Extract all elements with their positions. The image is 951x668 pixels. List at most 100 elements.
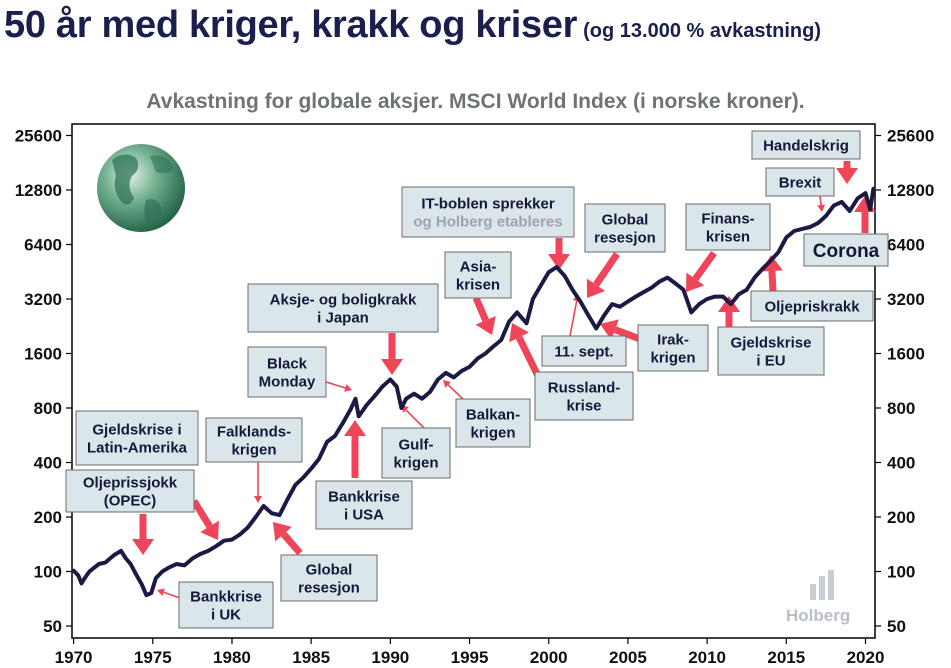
data-point (97, 562, 101, 566)
data-point (309, 467, 313, 471)
annotation-text: Global (306, 561, 353, 578)
arrow-aksje-bolig-head (381, 359, 403, 375)
annotation-text: Global (602, 211, 649, 228)
annotation-text: Brexit (779, 174, 822, 191)
data-point (167, 566, 171, 570)
arrow-gjeldskrise-latin-head (200, 520, 219, 540)
data-point (124, 556, 128, 561)
y-tick-label-left: 12800 (15, 181, 62, 200)
data-point (420, 397, 424, 401)
data-point (399, 406, 403, 410)
data-point (507, 320, 511, 324)
annotation-text: i EU (756, 352, 785, 369)
data-point (72, 569, 76, 573)
data-point (475, 357, 480, 361)
y-tick-label-right: 50 (887, 617, 906, 636)
data-point (285, 497, 289, 502)
annotation-box (247, 346, 327, 398)
annotation-text: krisen (706, 228, 750, 245)
data-point (539, 283, 543, 288)
data-point (144, 593, 148, 597)
arrow-russlandkrise-head (509, 323, 529, 343)
data-point (776, 250, 781, 254)
series-line (71, 186, 876, 598)
main-title: 50 år med kriger, krakk og kriser (4, 4, 578, 46)
annotation-corona: Corona (803, 233, 889, 267)
y-tick-label-right: 3200 (887, 290, 925, 309)
data-point (832, 204, 836, 208)
arrow-bankkrise-usa-head (344, 420, 366, 436)
data-point (412, 392, 416, 396)
x-axis: 1970 1975 1980 1985 1990 1995 2000 2005 2010 2015… (55, 638, 884, 667)
annotation-text: Oljeprissjokk (83, 474, 178, 491)
arrow-global-resesjon-1-head (273, 522, 292, 542)
arrow-black-monday (325, 381, 346, 389)
y-tick-label-right: 25600 (887, 127, 934, 146)
data-point (689, 310, 693, 314)
annotation-text: Gjeldskrise i (92, 421, 181, 438)
annotation-box (65, 469, 195, 513)
annotation-text: i UK (211, 606, 241, 623)
data-point (618, 305, 622, 309)
data-point (563, 274, 567, 278)
data-point (491, 344, 495, 349)
data-point (753, 276, 757, 280)
annotation-balkankrigen: Balkan-krigen (455, 398, 531, 448)
data-point (808, 225, 812, 229)
annotation-box (584, 203, 666, 253)
data-point (119, 549, 123, 553)
arrow-bankkrise-uk (163, 591, 181, 599)
data-point (246, 525, 250, 530)
x-tick-label: 1975 (134, 648, 172, 667)
arrow-finanskrisen-head (686, 272, 705, 292)
annotation-brexit: Brexit (765, 167, 835, 197)
x-tick-label: 2000 (530, 648, 568, 667)
holberg-logo-icon (810, 570, 834, 600)
x-tick-label: 2010 (688, 648, 726, 667)
annotation-oljepriskrakk: Oljepriskrakk (750, 290, 874, 322)
data-point (863, 191, 868, 195)
data-point (436, 377, 440, 382)
x-tick-label: 1990 (371, 648, 409, 667)
annotation-oljeprissjokk: Oljeprissjokk(OPEC) (65, 469, 195, 513)
annotation-text: Black (267, 355, 308, 372)
holberg-logo-text: Holberg (786, 606, 851, 625)
annotation-text: Oljepriskrakk (764, 298, 860, 315)
data-point (238, 532, 242, 537)
data-point (871, 187, 876, 191)
data-point (262, 504, 266, 508)
data-point (206, 549, 210, 553)
data-point (594, 326, 598, 331)
data-point (578, 299, 583, 304)
annotation-box (75, 410, 199, 466)
data-point (634, 295, 638, 299)
data-point (531, 297, 535, 301)
page-title: 50 år med kriger, krakk og kriser (og 13.… (4, 4, 821, 47)
data-point (705, 297, 709, 301)
data-point (483, 351, 487, 356)
data-point (140, 582, 144, 586)
data-point (467, 365, 472, 369)
annotation-sept11: 11. sept. (541, 335, 627, 367)
y-tick-label-left: 25600 (15, 127, 62, 146)
annotation-box (637, 324, 709, 372)
data-point (555, 265, 559, 269)
data-point (602, 313, 606, 317)
annotation-box (455, 398, 531, 448)
x-tick-label: 1980 (213, 648, 251, 667)
annotation-text: Aksje- og boligkrakk (270, 291, 417, 308)
data-point (353, 397, 358, 401)
data-point (357, 414, 361, 418)
arrow-sept11 (569, 300, 578, 337)
data-point (499, 338, 503, 342)
y-tick-label-right: 12800 (887, 181, 934, 200)
data-point (816, 221, 820, 225)
annotation-text: Russland- (548, 379, 621, 396)
annotation-text: resesjon (594, 229, 656, 246)
arrow-global-resesjon-2 (593, 252, 620, 287)
